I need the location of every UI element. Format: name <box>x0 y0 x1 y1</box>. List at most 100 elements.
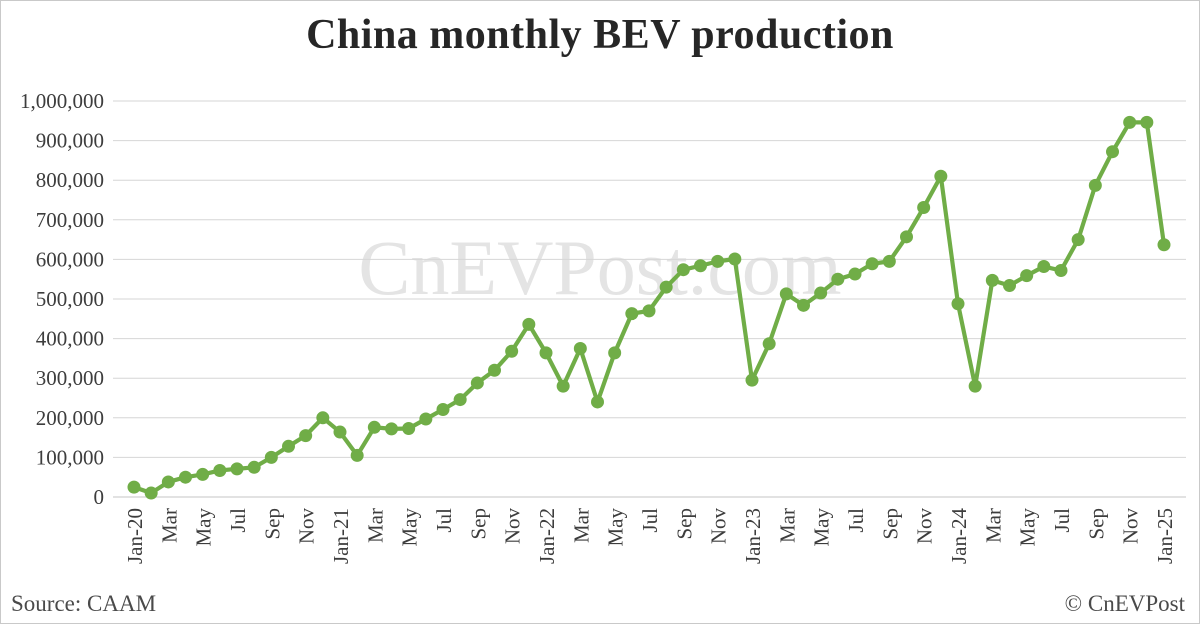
bev-series <box>127 115 1171 500</box>
x-tick-label: Mar <box>775 508 799 543</box>
data-point <box>642 304 656 318</box>
x-tick-label: Nov <box>1119 508 1143 545</box>
x-tick-label: Mar <box>569 508 593 543</box>
y-tick-label: 100,000 <box>36 445 104 469</box>
data-point <box>591 395 604 409</box>
y-tick-label: 400,000 <box>36 327 104 351</box>
x-tick-label: Sep <box>1084 508 1108 540</box>
data-point <box>865 257 879 271</box>
data-point <box>968 379 982 393</box>
data-point <box>333 425 347 439</box>
x-tick-label: Jan-23 <box>741 508 765 564</box>
data-point <box>299 429 313 443</box>
data-point <box>505 344 519 358</box>
x-tick-label: Sep <box>260 508 284 540</box>
data-point <box>1054 263 1068 277</box>
data-point <box>419 412 433 426</box>
source-label: Source: CAAM <box>11 591 157 616</box>
y-tick-label: 700,000 <box>36 208 104 232</box>
x-tick-label: Jan-25 <box>1153 508 1177 564</box>
data-point <box>762 337 776 351</box>
y-tick-label: 200,000 <box>36 406 104 430</box>
data-point <box>625 307 639 321</box>
data-point <box>951 297 965 311</box>
x-tick-label: Jan-22 <box>535 508 559 564</box>
x-tick-label: Mar <box>981 508 1005 543</box>
data-point <box>1157 238 1171 252</box>
y-tick-label: 600,000 <box>36 247 104 271</box>
x-tick-label: May <box>604 508 628 547</box>
x-tick-label: Nov <box>707 508 731 545</box>
data-point <box>917 201 931 215</box>
gridlines <box>113 100 1186 498</box>
x-tick-label: Sep <box>466 508 490 539</box>
data-point <box>985 273 999 287</box>
x-tick-label: Mar <box>157 508 181 543</box>
data-point <box>848 267 862 281</box>
data-point <box>539 346 553 360</box>
y-tick-label: 300,000 <box>36 366 104 390</box>
data-point <box>367 420 381 434</box>
data-point <box>728 252 742 266</box>
data-point <box>436 402 450 416</box>
data-point <box>694 259 707 273</box>
data-point <box>745 373 759 387</box>
x-tick-label: Jan-21 <box>329 508 353 564</box>
data-point <box>556 379 570 393</box>
x-tick-label: May <box>398 508 422 547</box>
x-tick-label: May <box>810 508 834 547</box>
x-tick-label: Nov <box>295 508 319 545</box>
data-point <box>882 254 896 268</box>
data-point <box>350 448 364 462</box>
chart-title: China monthly BEV production <box>306 12 894 58</box>
x-tick-label: Nov <box>501 508 525 545</box>
data-point <box>470 376 484 390</box>
x-tick-label: Jan-24 <box>947 508 971 564</box>
data-point <box>814 286 828 300</box>
x-tick-label: Sep <box>878 508 902 540</box>
data-point <box>608 346 622 360</box>
data-point <box>522 317 536 331</box>
watermark: CnEVPost.com <box>358 224 842 311</box>
x-tick-label: May <box>1016 508 1040 547</box>
x-tick-label: Jul <box>1050 508 1074 533</box>
x-axis-labels: Jan-20 Mar May Jul Sep Nov Jan-21 Mar May Jul Sep N… <box>123 508 1177 564</box>
data-point <box>1123 115 1137 129</box>
data-point <box>900 230 913 244</box>
data-point <box>144 486 158 500</box>
y-tick-label: 500,000 <box>36 287 104 311</box>
data-point <box>453 393 467 407</box>
data-point <box>247 460 261 474</box>
data-point <box>711 254 725 268</box>
data-point <box>316 411 330 425</box>
data-point <box>488 363 501 377</box>
data-point <box>779 287 793 301</box>
data-point <box>934 169 948 183</box>
data-point <box>385 422 398 436</box>
y-tick-label: 900,000 <box>36 129 104 153</box>
data-point <box>1037 260 1051 274</box>
data-point <box>264 450 278 464</box>
x-tick-label: Jul <box>638 508 662 533</box>
data-point <box>659 280 673 294</box>
data-point <box>1088 178 1102 192</box>
data-point <box>831 272 845 286</box>
data-point <box>1020 269 1034 283</box>
data-point <box>161 475 175 489</box>
x-tick-label: Jul <box>226 508 250 533</box>
y-tick-label: 1,000,000 <box>20 89 104 113</box>
y-tick-label: 0 <box>94 485 105 509</box>
data-point <box>230 462 244 476</box>
data-point <box>1106 145 1119 159</box>
data-point <box>213 463 227 477</box>
data-point <box>282 439 295 453</box>
data-point <box>676 263 690 277</box>
data-point <box>573 342 587 355</box>
data-point <box>1140 115 1154 129</box>
x-tick-label: Jul <box>844 508 868 533</box>
data-point <box>179 470 192 484</box>
x-tick-label: Jan-20 <box>123 508 147 564</box>
x-tick-label: Jul <box>432 508 456 533</box>
